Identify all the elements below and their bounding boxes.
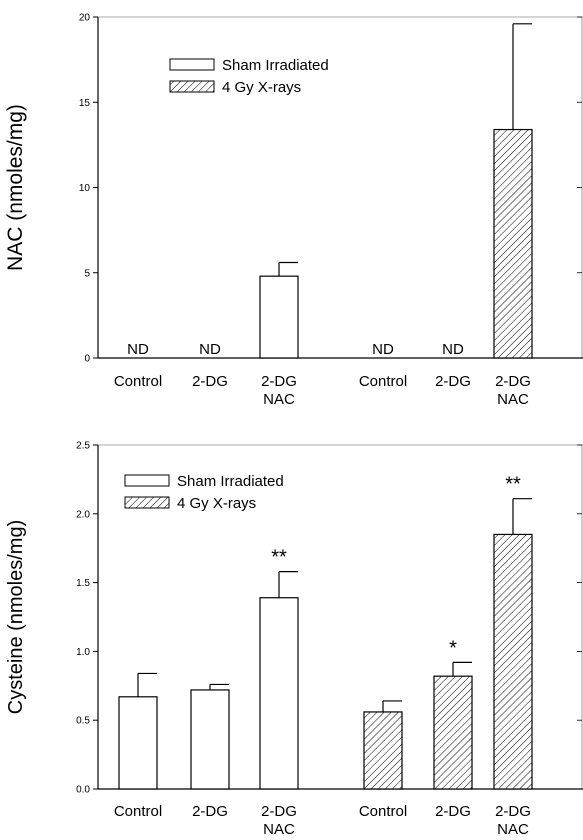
bar bbox=[259, 275, 299, 359]
bar bbox=[433, 675, 473, 790]
legend-label: 4 Gy X-rays bbox=[177, 495, 256, 512]
y-tick-label: 1.0 bbox=[76, 647, 90, 658]
x-tick-label: 2-DG bbox=[435, 803, 471, 820]
bar bbox=[493, 128, 533, 359]
bar bbox=[259, 597, 299, 790]
not-detected-label: ND bbox=[127, 341, 149, 358]
legend-swatch bbox=[124, 496, 170, 509]
y-tick-label: 10 bbox=[79, 183, 91, 194]
legend-swatch bbox=[124, 474, 170, 487]
y-axis-label: NAC (nmoles/mg) bbox=[4, 104, 27, 271]
nac-chart-panel: 0 5 10 15 20 NAC (nmoles/mg) ND Control ND 2-DG 2-… bbox=[4, 13, 583, 408]
x-tick-label: Control bbox=[359, 373, 407, 390]
x-tick-label: NAC bbox=[263, 391, 295, 408]
x-tick-label: NAC bbox=[263, 821, 295, 838]
legend-swatch bbox=[169, 58, 215, 71]
legend-swatch bbox=[169, 80, 215, 93]
x-tick-label: NAC bbox=[497, 821, 529, 838]
x-tick-label: 2-DG bbox=[192, 803, 228, 820]
bar bbox=[118, 696, 158, 790]
y-tick-label: 1.5 bbox=[76, 578, 90, 589]
not-detected-label: ND bbox=[442, 341, 464, 358]
y-tick-label: 5 bbox=[84, 268, 90, 279]
y-axis-label: Cysteine (nmoles/mg) bbox=[5, 520, 27, 715]
y-tick-label: 20 bbox=[79, 13, 91, 24]
bar bbox=[363, 711, 403, 790]
legend-label: Sham Irradiated bbox=[222, 57, 329, 74]
not-detected-label: ND bbox=[199, 341, 221, 358]
significance-marker: * bbox=[449, 637, 457, 659]
x-tick-label: NAC bbox=[497, 391, 529, 408]
bar bbox=[493, 533, 533, 790]
x-tick-label: 2-DG bbox=[495, 803, 531, 820]
y-tick-label: 0.0 bbox=[76, 785, 90, 796]
y-tick-label: 0 bbox=[84, 354, 90, 365]
legend-label: 4 Gy X-rays bbox=[222, 79, 301, 96]
x-tick-label: 2-DG bbox=[192, 373, 228, 390]
x-tick-label: 2-DG bbox=[435, 373, 471, 390]
significance-marker: ** bbox=[505, 474, 521, 496]
x-tick-label: Control bbox=[359, 803, 407, 820]
y-tick-label: 2.5 bbox=[76, 441, 90, 452]
cysteine-chart-panel: 0.0 0.5 1.0 1.5 2.0 2.5 Cysteine (nmoles/mg) Co… bbox=[5, 441, 583, 838]
legend-label: Sham Irradiated bbox=[177, 473, 284, 490]
x-tick-label: Control bbox=[114, 373, 162, 390]
bar bbox=[190, 689, 230, 790]
significance-marker: ** bbox=[271, 547, 287, 569]
x-tick-label: 2-DG bbox=[261, 803, 297, 820]
y-tick-label: 15 bbox=[79, 98, 91, 109]
x-tick-label: 2-DG bbox=[261, 373, 297, 390]
y-tick-label: 2.0 bbox=[76, 509, 90, 520]
y-tick-label: 0.5 bbox=[76, 716, 90, 727]
x-tick-label: 2-DG bbox=[495, 373, 531, 390]
x-tick-label: Control bbox=[114, 803, 162, 820]
not-detected-label: ND bbox=[372, 341, 394, 358]
